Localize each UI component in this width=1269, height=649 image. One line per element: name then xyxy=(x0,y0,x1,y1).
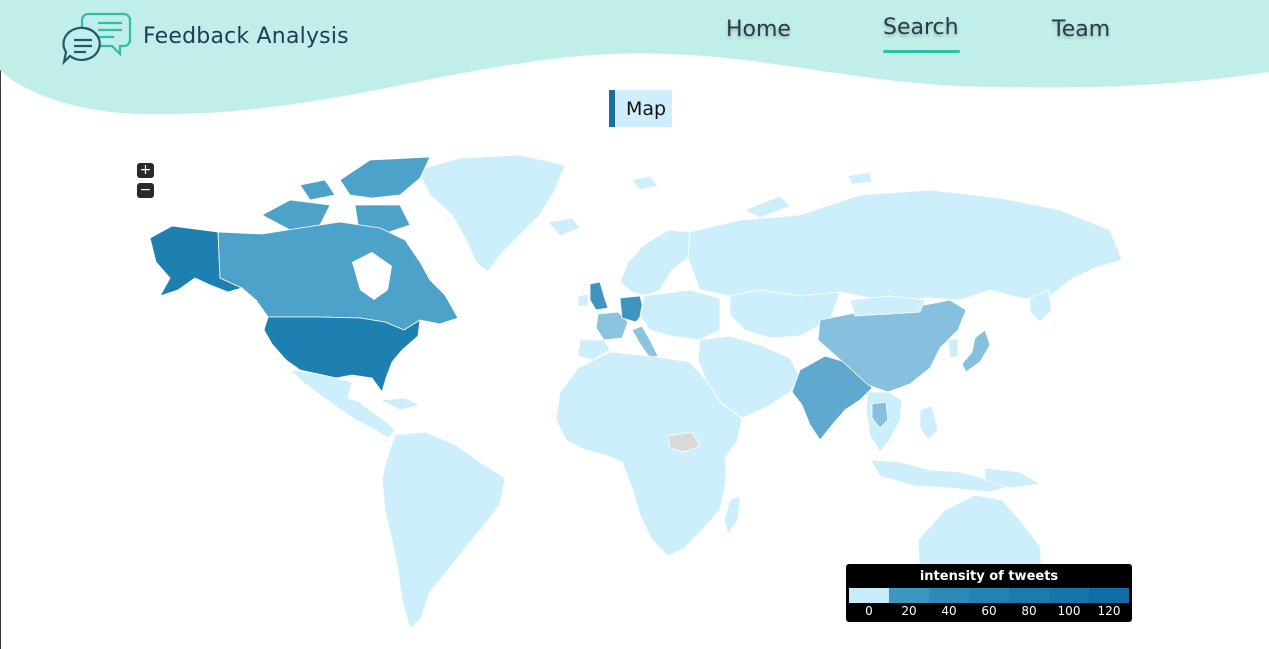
country-eastern-europe[interactable] xyxy=(639,289,721,341)
map-title: Map xyxy=(626,97,667,120)
country-france[interactable] xyxy=(595,311,629,341)
country-thailand[interactable] xyxy=(871,401,889,429)
country-ireland[interactable] xyxy=(577,293,589,307)
legend-tick-label: 120 xyxy=(1097,604,1121,618)
country-japan[interactable] xyxy=(961,329,991,373)
country-scandinavia[interactable] xyxy=(619,229,691,297)
country-cuba[interactable] xyxy=(379,397,421,411)
legend-swatch xyxy=(1009,588,1049,603)
zoom-out-button[interactable]: − xyxy=(137,183,154,198)
country-mexico[interactable] xyxy=(289,369,396,439)
country-middle-east[interactable] xyxy=(697,335,801,419)
nav-search-link[interactable]: Search xyxy=(883,15,959,40)
hudson-bay xyxy=(352,252,392,300)
country-russia-east[interactable] xyxy=(1029,289,1053,323)
legend-swatch xyxy=(1049,588,1089,603)
chat-bubbles-logo-icon[interactable] xyxy=(62,10,134,66)
country-africa[interactable] xyxy=(555,351,743,557)
country-iceland[interactable] xyxy=(547,217,581,237)
map-legend: intensity of tweets 0 20 40 60 80 100 120 xyxy=(846,564,1132,622)
legend-swatch xyxy=(849,588,889,603)
country-south-sudan[interactable] xyxy=(667,431,701,453)
header-background xyxy=(0,0,1269,115)
country-south-america[interactable] xyxy=(381,431,506,629)
legend-swatch xyxy=(969,588,1009,603)
country-canada-islands[interactable] xyxy=(261,156,431,236)
country-mongolia[interactable] xyxy=(849,295,926,317)
legend-title: intensity of tweets xyxy=(919,569,1059,584)
arctic-islands[interactable] xyxy=(631,171,873,219)
country-usa[interactable] xyxy=(263,316,421,393)
legend-swatch xyxy=(929,588,969,603)
country-canada[interactable] xyxy=(217,221,459,331)
legend-tick-label: 80 xyxy=(1021,604,1037,618)
country-germany[interactable] xyxy=(619,295,645,323)
country-central-asia[interactable] xyxy=(729,289,841,339)
legend-tick-label: 60 xyxy=(981,604,997,618)
legend-tick-label: 100 xyxy=(1057,604,1081,618)
map-section-heading: Map xyxy=(609,90,673,127)
country-greenland[interactable] xyxy=(417,154,566,273)
nav-active-underline xyxy=(883,50,960,53)
nav-home-link[interactable]: Home xyxy=(726,17,791,42)
country-uk[interactable] xyxy=(589,281,609,311)
legend-tick-label: 0 xyxy=(865,604,873,618)
heading-accent-bar xyxy=(609,90,615,127)
legend-swatch xyxy=(889,588,929,603)
nav-team-link[interactable]: Team xyxy=(1052,17,1111,42)
zoom-in-button[interactable]: + xyxy=(137,163,154,178)
country-madagascar[interactable] xyxy=(723,495,741,535)
country-philippines[interactable] xyxy=(919,405,939,441)
country-new-guinea[interactable] xyxy=(984,467,1041,489)
brand-title[interactable]: Feedback Analysis xyxy=(143,24,349,49)
legend-tick-label: 20 xyxy=(901,604,917,618)
country-korea[interactable] xyxy=(947,337,959,359)
country-spain[interactable] xyxy=(577,339,611,361)
country-italy[interactable] xyxy=(631,325,659,359)
legend-swatch xyxy=(1089,588,1129,603)
legend-tick-label: 40 xyxy=(941,604,957,618)
